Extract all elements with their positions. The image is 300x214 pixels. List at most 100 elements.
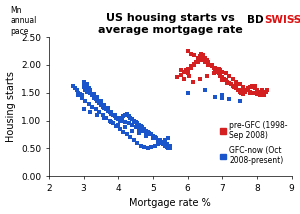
Point xyxy=(114,124,119,128)
Point xyxy=(121,130,126,133)
Point xyxy=(166,147,171,150)
Point xyxy=(222,77,226,80)
Point xyxy=(116,118,121,121)
Point xyxy=(118,119,122,122)
Point xyxy=(178,73,183,77)
Point xyxy=(248,85,252,89)
Point xyxy=(104,108,109,111)
Point xyxy=(253,86,258,90)
Point xyxy=(128,135,133,139)
Point xyxy=(81,83,86,86)
Text: SWISS: SWISS xyxy=(264,15,300,25)
Point xyxy=(260,88,265,92)
Point xyxy=(152,135,157,139)
Point xyxy=(225,80,230,83)
Point xyxy=(159,140,164,143)
Point xyxy=(145,130,150,133)
Point xyxy=(223,71,228,75)
Point xyxy=(83,99,88,103)
Point xyxy=(102,103,107,107)
Point xyxy=(88,88,93,92)
Point xyxy=(241,92,245,95)
Point xyxy=(261,94,266,97)
Point xyxy=(158,140,162,143)
Point xyxy=(213,68,218,71)
Point xyxy=(81,108,86,111)
Point xyxy=(182,70,187,73)
Point xyxy=(88,91,93,94)
Point xyxy=(111,122,116,125)
Point xyxy=(112,114,117,118)
Point xyxy=(254,92,259,95)
Point xyxy=(109,120,114,123)
Point xyxy=(227,81,232,84)
Point xyxy=(144,129,148,132)
Point xyxy=(206,60,211,64)
Point xyxy=(237,90,242,93)
Point xyxy=(95,113,100,117)
Point xyxy=(211,71,216,75)
Point xyxy=(234,80,239,83)
Point xyxy=(242,90,247,93)
Point xyxy=(151,134,155,138)
Point xyxy=(261,91,266,94)
Point xyxy=(81,80,86,83)
Point xyxy=(140,129,145,132)
Point xyxy=(196,58,200,61)
Point xyxy=(97,101,101,104)
Point xyxy=(196,60,200,64)
Point xyxy=(209,64,214,68)
Legend: pre-GFC (1998-
Sep 2008), GFC-now (Oct
2008-present): pre-GFC (1998- Sep 2008), GFC-now (Oct 2… xyxy=(220,120,288,165)
Point xyxy=(227,74,232,78)
Point xyxy=(229,83,233,86)
Point xyxy=(204,74,209,78)
Point xyxy=(199,59,204,62)
Point xyxy=(209,64,214,68)
Point xyxy=(136,127,141,131)
Point xyxy=(111,113,116,117)
Point xyxy=(136,123,141,127)
Point xyxy=(237,83,242,86)
Point xyxy=(76,91,81,94)
Point xyxy=(130,118,134,121)
Point xyxy=(109,112,114,116)
Point xyxy=(254,88,259,92)
Point xyxy=(90,105,94,108)
Point xyxy=(158,140,162,143)
Point xyxy=(189,64,194,68)
Point xyxy=(97,110,101,114)
Point xyxy=(168,147,172,150)
Point xyxy=(214,70,219,73)
Text: ⊿: ⊿ xyxy=(290,15,296,21)
Point xyxy=(98,103,103,107)
Point xyxy=(227,98,232,101)
Point xyxy=(119,116,124,119)
Point xyxy=(260,92,265,95)
Point xyxy=(204,59,209,62)
Point xyxy=(74,88,79,92)
Point xyxy=(138,144,143,147)
Point xyxy=(189,52,194,55)
Point xyxy=(147,133,152,136)
Point xyxy=(76,94,81,97)
Point xyxy=(208,63,212,67)
Point xyxy=(124,112,129,116)
Point xyxy=(190,80,195,83)
Point xyxy=(102,116,107,119)
Point xyxy=(216,71,221,75)
Point xyxy=(144,131,148,135)
Point xyxy=(230,84,235,88)
Point xyxy=(116,123,121,127)
Point xyxy=(192,62,197,65)
Point xyxy=(239,91,244,94)
Point xyxy=(85,84,89,88)
Point xyxy=(244,88,249,92)
Point xyxy=(107,119,112,122)
Point xyxy=(218,69,223,72)
Point xyxy=(142,127,147,131)
Point xyxy=(248,91,252,94)
Point xyxy=(133,126,138,129)
Point xyxy=(220,75,225,79)
Point xyxy=(142,146,147,149)
Point xyxy=(85,90,89,93)
